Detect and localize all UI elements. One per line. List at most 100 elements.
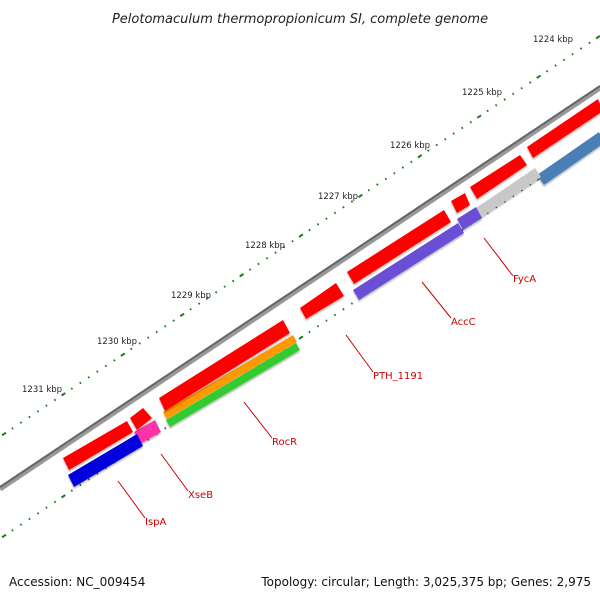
outer-tick — [520, 86, 523, 90]
outer-tick — [11, 427, 14, 430]
inner-tick — [147, 438, 150, 441]
gene-label-xseb[interactable]: XseB — [188, 490, 213, 501]
outer-tick — [410, 160, 413, 164]
gene-label-pth-1191[interactable]: PTH_1191 — [373, 371, 423, 382]
kbp-label-1228: 1228 kbp — [245, 241, 285, 251]
gene-arrow-top-right[interactable] — [527, 99, 600, 158]
inner-tick — [308, 330, 311, 334]
gene-bar-ispa-blue[interactable] — [68, 434, 143, 487]
gene-label-ispa[interactable]: IspA — [145, 517, 167, 528]
inner-tick — [520, 188, 523, 192]
outer-tick — [28, 415, 31, 419]
kbp-label-1231: 1231 kbp — [22, 385, 62, 395]
gene-arrow-accc[interactable] — [347, 210, 451, 284]
gene-arrow-5[interactable] — [451, 193, 470, 213]
gene-bar-xseb-magenta[interactable] — [134, 420, 161, 444]
inner-tick — [503, 200, 506, 203]
inner-tick — [298, 335, 304, 340]
inner-tick — [316, 324, 320, 328]
outer-tick — [536, 74, 542, 79]
outer-tick — [130, 347, 133, 351]
outer-tick — [376, 183, 379, 186]
outer-tick — [528, 81, 532, 84]
inner-tick — [511, 194, 515, 198]
outer-tick — [87, 376, 91, 379]
kbp-label-1226: 1226 kbp — [390, 141, 430, 151]
kbp-label-1227: 1227 kbp — [318, 192, 358, 202]
inner-tick — [342, 307, 345, 311]
gene-label-accc[interactable]: AccC — [451, 317, 476, 328]
kbp-label-1230: 1230 kbp — [97, 337, 137, 347]
outer-tick — [120, 352, 126, 357]
inner-tick — [528, 183, 532, 186]
outer-tick — [197, 302, 201, 305]
inner-tick — [19, 523, 23, 526]
gene-bar-rocr-green[interactable] — [166, 343, 300, 427]
inner-tick — [325, 319, 328, 322]
gene-bar-gray[interactable] — [476, 168, 541, 217]
outer-tick — [427, 149, 430, 152]
outer-tick — [274, 251, 277, 254]
inner-tick — [53, 500, 57, 504]
outer-tick — [316, 222, 320, 226]
outer-tick — [384, 177, 388, 181]
outer-tick — [214, 290, 218, 294]
outer-tick — [401, 166, 405, 169]
label-line-rocr — [243, 401, 273, 439]
outer-tick — [291, 239, 294, 243]
outer-tick — [223, 285, 226, 288]
inner-tick — [28, 517, 31, 521]
gene-arrow-6[interactable] — [470, 155, 527, 199]
inner-tick — [60, 494, 66, 499]
outer-tick — [36, 410, 40, 413]
outer-tick — [494, 103, 498, 107]
topology-text: Topology: circular; Length: 3,025,375 bp… — [260, 575, 591, 589]
gene-arrow-xseb[interactable] — [130, 408, 152, 430]
outer-tick — [96, 370, 99, 373]
gene-arrow-ispa[interactable] — [63, 421, 133, 470]
outer-tick — [595, 35, 600, 40]
outer-tick — [588, 41, 591, 45]
label-line-xseb — [160, 453, 189, 492]
outer-tick — [461, 126, 464, 130]
gene-bar-accc-purple[interactable] — [353, 223, 464, 300]
outer-tick — [189, 307, 192, 311]
outer-tick — [308, 228, 311, 232]
inner-ticks — [1, 137, 600, 539]
outer-tick — [571, 52, 574, 56]
outer-tick — [452, 132, 455, 135]
outer-tick — [164, 325, 167, 328]
outer-tick — [179, 312, 185, 318]
genome-backbone-edge — [0, 85, 600, 488]
inner-tick — [333, 313, 337, 317]
gene-label-rocr[interactable]: RocR — [272, 437, 297, 448]
outer-tick — [562, 58, 566, 62]
gene-label-fyca[interactable]: FycA — [513, 274, 536, 285]
outer-tick — [1, 431, 7, 437]
gene-bar-purple-small[interactable] — [457, 207, 482, 230]
outer-tick — [155, 330, 158, 334]
outer-tick — [503, 98, 506, 101]
outer-tick — [113, 359, 116, 362]
outer-tick — [367, 188, 371, 192]
gene-arrow-rocr[interactable] — [159, 320, 290, 411]
outer-tick — [393, 171, 396, 175]
inner-tick — [45, 506, 48, 509]
outer-tick — [104, 364, 108, 368]
gene-arrow-pth-1191[interactable] — [300, 283, 344, 319]
outer-tick — [545, 69, 549, 73]
inner-tick — [164, 427, 167, 430]
outer-tick — [298, 233, 304, 238]
inner-tick — [36, 512, 40, 515]
gene-bar-steelblue[interactable] — [537, 132, 600, 185]
outer-tick — [342, 205, 345, 209]
label-line-fyca — [483, 237, 514, 277]
outer-tick — [476, 114, 482, 119]
inner-tick — [486, 211, 489, 215]
outer-tick — [70, 387, 74, 390]
outer-tick — [248, 268, 252, 271]
gene-bar-rocr-orange[interactable] — [163, 335, 297, 419]
inner-tick — [70, 489, 74, 492]
inner-tick — [96, 472, 99, 475]
